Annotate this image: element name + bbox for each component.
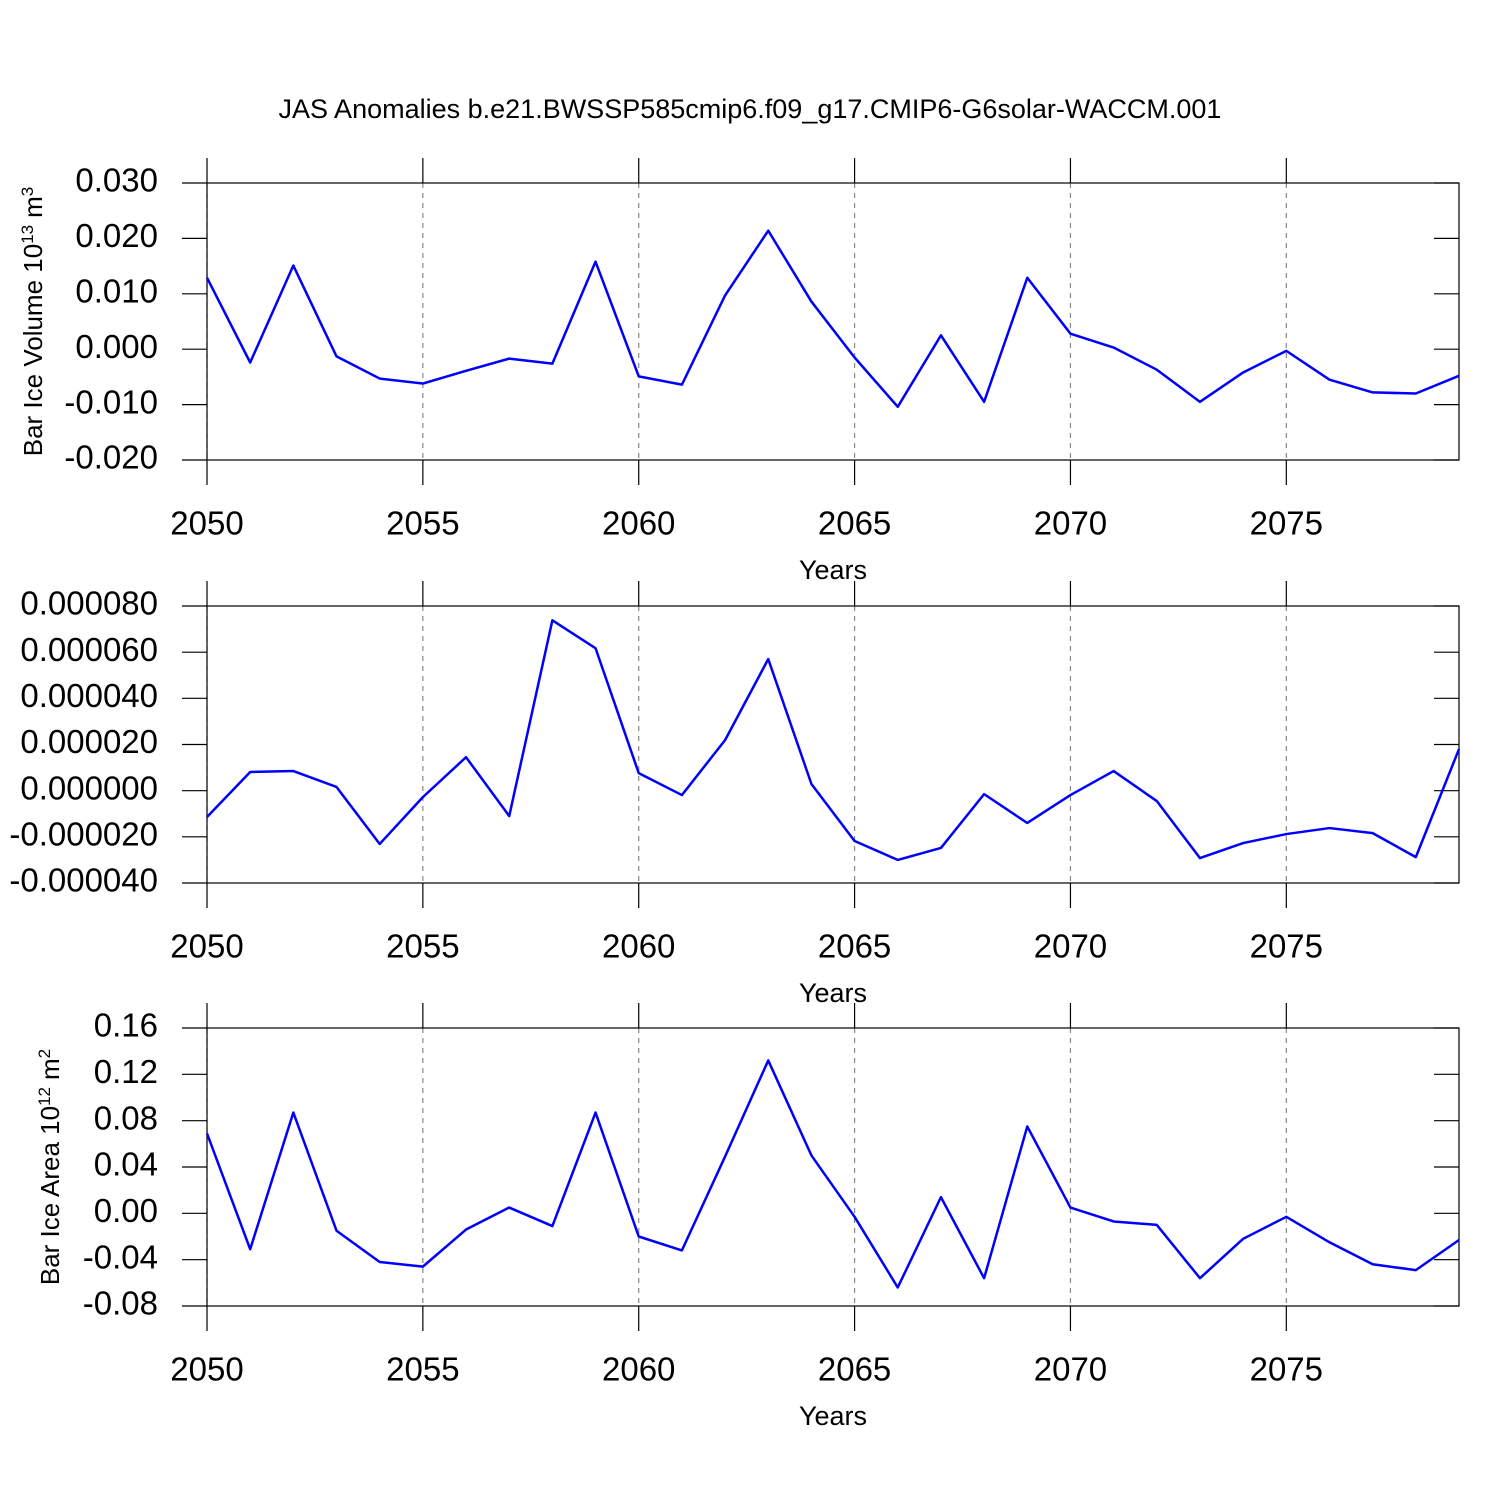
chart-title: JAS Anomalies b.e21.BWSSP585cmip6.f09_g1… [279, 94, 1222, 124]
x-axis-label: Years [799, 1401, 867, 1431]
data-line [205, 229, 1460, 409]
x-tick-label: 2055 [386, 505, 459, 542]
x-tick-label: 2075 [1250, 928, 1323, 965]
x-tick-label: 2050 [170, 1351, 243, 1388]
y-tick-label: -0.000040 [9, 862, 158, 899]
x-tick-label: 2065 [818, 1351, 891, 1388]
x-tick-label: 2065 [818, 505, 891, 542]
x-tick-label: 2060 [602, 1351, 675, 1388]
y-label-text: Bar Ice Area 10 [35, 1106, 65, 1285]
y-tick-label: 0.000040 [20, 677, 158, 714]
y-axis-label: Bar Ice Area 1012 m2 [35, 1049, 66, 1285]
x-tick-label: 2070 [1034, 1351, 1107, 1388]
y-tick-label: -0.020 [64, 439, 158, 476]
y-tick-label: -0.04 [83, 1238, 158, 1275]
x-axis-label: Years [799, 555, 867, 585]
data-line [206, 619, 1461, 862]
y-axis-label: Bar Ice Volume 1013 m3 [18, 187, 49, 457]
x-tick-label: 2060 [602, 505, 675, 542]
x-tick-label: 2075 [1250, 1351, 1323, 1388]
y-tick-label: 0.000060 [20, 631, 158, 668]
y-tick-label: 0.04 [94, 1146, 158, 1183]
y-tick-label: -0.000020 [9, 816, 158, 853]
y-label-unit: m [35, 1058, 65, 1080]
y-label-unit-exp: 3 [18, 187, 37, 196]
y-tick-label: 0.16 [94, 1007, 158, 1044]
x-tick-label: 2065 [818, 928, 891, 965]
y-tick-label: 0.010 [75, 273, 158, 310]
x-tick-label: 2055 [386, 928, 459, 965]
y-label-exp: 13 [18, 225, 37, 244]
y-tick-label: 0.000080 [20, 585, 158, 622]
y-tick-label: 0.00 [94, 1192, 158, 1229]
y-tick-label: 0.08 [94, 1099, 158, 1136]
y-tick-label: 0.000000 [20, 769, 158, 806]
plot-frame [206, 605, 1460, 884]
y-label-unit: m [18, 196, 48, 218]
y-tick-label: 0.12 [94, 1053, 158, 1090]
y-label-unit-exp: 2 [35, 1049, 54, 1058]
x-tick-label: 2050 [170, 505, 243, 542]
y-tick-label: 0.000020 [20, 723, 158, 760]
y-tick-label: 0.030 [75, 162, 158, 199]
x-tick-label: 2050 [170, 928, 243, 965]
y-label-text: Bar Ice Volume 10 [18, 244, 48, 456]
y-tick-label: -0.010 [64, 383, 158, 420]
y-label-exp: 12 [35, 1087, 54, 1106]
x-tick-label: 2070 [1034, 505, 1107, 542]
y-tick-label: 0.020 [75, 217, 158, 254]
x-axis-label: Years [799, 978, 867, 1008]
x-tick-label: 2075 [1250, 505, 1323, 542]
x-tick-label: 2060 [602, 928, 675, 965]
y-tick-label: 0.000 [75, 328, 158, 365]
data-line [205, 1059, 1460, 1289]
y-tick-label: -0.08 [83, 1285, 158, 1322]
x-tick-label: 2055 [386, 1351, 459, 1388]
plot-frame [206, 182, 1460, 461]
x-tick-label: 2070 [1034, 928, 1107, 965]
plot-frame [206, 1027, 1460, 1307]
